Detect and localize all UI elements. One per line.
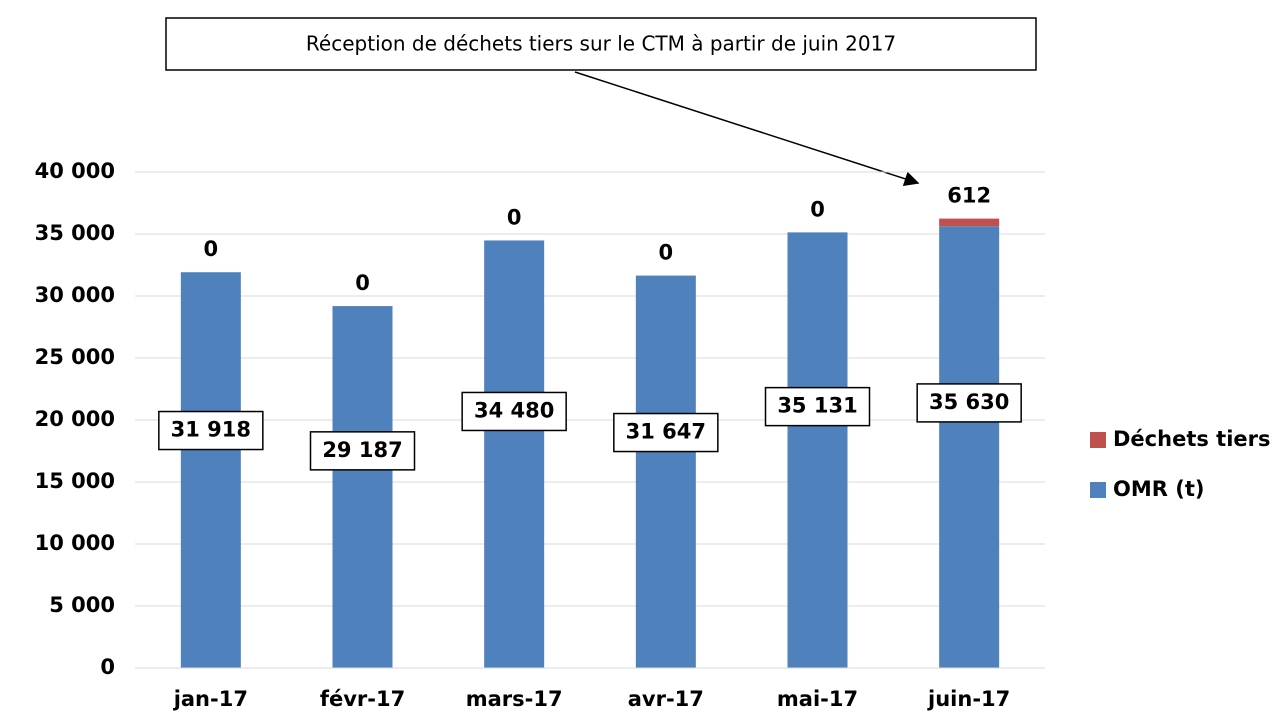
bar-segment xyxy=(332,306,393,668)
y-tick-label: 15 000 xyxy=(35,469,115,493)
data-label: 0 xyxy=(204,237,219,261)
data-label-box xyxy=(309,431,416,471)
y-tick-label: 25 000 xyxy=(35,345,115,369)
bar-segment xyxy=(787,232,848,668)
y-tick-label: 0 xyxy=(100,655,115,679)
y-tick-label: 10 000 xyxy=(35,531,115,555)
data-label: 0 xyxy=(659,241,674,265)
legend-label: OMR (t) xyxy=(1113,477,1204,501)
data-label-box xyxy=(916,383,1022,423)
data-label: 31 647 xyxy=(626,420,706,444)
x-tick-label: mars-17 xyxy=(466,687,563,711)
x-tick-label: févr-17 xyxy=(320,687,405,711)
x-tick-label: mai-17 xyxy=(777,687,858,711)
annotation-box xyxy=(165,17,1037,71)
data-label: 612 xyxy=(947,184,991,208)
y-tick-label: 5 000 xyxy=(49,593,115,617)
data-label: 0 xyxy=(810,197,825,221)
annotation-arrow xyxy=(574,71,920,186)
data-label: 31 918 xyxy=(171,418,251,442)
legend-swatch xyxy=(1090,482,1106,498)
data-label-box xyxy=(764,386,871,427)
x-tick-label: jan-17 xyxy=(173,687,248,711)
y-tick-label: 35 000 xyxy=(35,221,115,245)
data-label: 29 187 xyxy=(322,438,402,462)
y-tick-label: 30 000 xyxy=(35,283,115,307)
data-label: 34 480 xyxy=(474,398,554,422)
annotation: Réception de déchets tiers sur le CTM à … xyxy=(306,32,896,56)
data-label: 35 630 xyxy=(929,390,1009,414)
data-label: 0 xyxy=(355,271,370,295)
data-label-box xyxy=(158,410,264,451)
y-tick-label: 40 000 xyxy=(35,159,115,183)
data-label: 0 xyxy=(507,205,522,229)
x-tick-label: juin-17 xyxy=(927,687,1010,711)
bar-segment xyxy=(484,240,545,668)
bar-segment xyxy=(635,275,696,668)
bar-segment xyxy=(939,226,1000,669)
legend-label: Déchets tiers xyxy=(1113,427,1271,451)
data-label-box xyxy=(613,412,719,453)
legend-swatch xyxy=(1090,432,1106,448)
bar-segment xyxy=(180,272,241,668)
x-tick-label: avr-17 xyxy=(628,687,704,711)
y-tick-label: 20 000 xyxy=(35,407,115,431)
data-label-box xyxy=(461,391,567,432)
data-label: 35 131 xyxy=(777,394,857,418)
bar-segment xyxy=(939,218,1000,227)
